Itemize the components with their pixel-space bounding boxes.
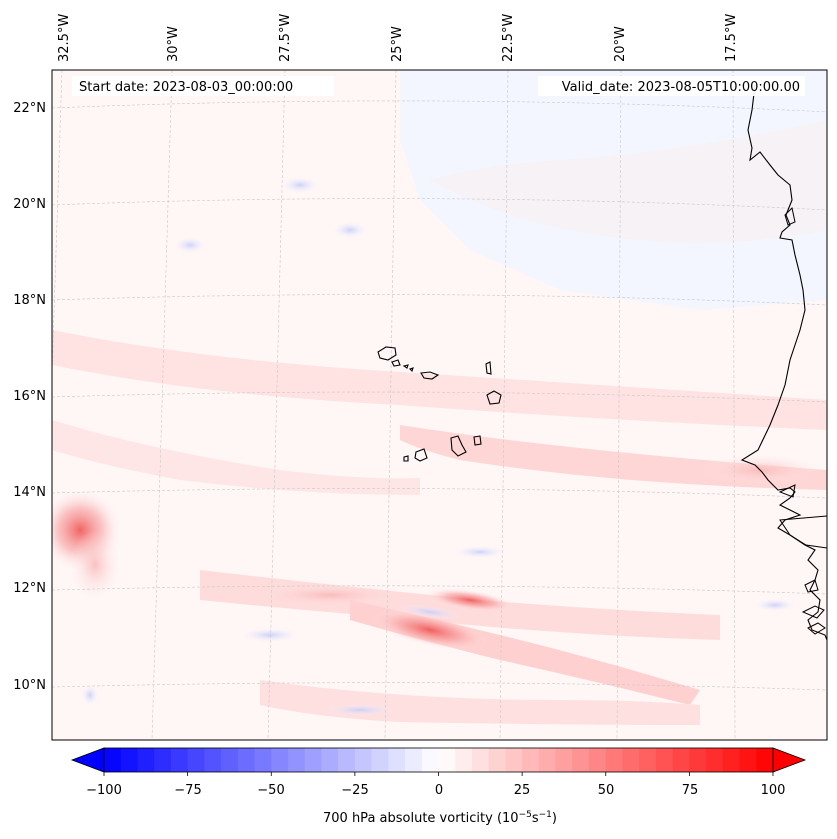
colorbar-segment xyxy=(237,748,255,772)
colorbar-segment xyxy=(187,748,205,772)
lat-label-20n: 20°N xyxy=(13,197,46,212)
colorbar-segment xyxy=(522,748,540,772)
colorbar-segment xyxy=(622,748,640,772)
colorbar-title: 700 hPa absolute vorticity (10−5s−1) xyxy=(323,810,557,826)
cape-verde-islands xyxy=(377,346,502,462)
lat-label-10n: 10°N xyxy=(13,678,46,693)
colorbar-segment xyxy=(655,748,674,772)
colorbar-min-extend xyxy=(70,747,105,773)
lat-label-16n: 16°N xyxy=(13,389,46,404)
colorbar-segment xyxy=(739,748,757,772)
colorbar-segment xyxy=(488,748,506,772)
colorbar-ticks xyxy=(103,772,774,776)
colorbar-segment xyxy=(221,748,239,772)
colorbar-segment xyxy=(589,748,607,772)
colorbar-segment xyxy=(287,748,306,772)
colorbar-segment xyxy=(572,748,590,772)
lon-label-32-5w: 32.5°W xyxy=(57,14,72,62)
lon-label-17-5w: 17.5°W xyxy=(724,14,739,62)
graticule xyxy=(52,70,827,740)
cb-tick-label-75: 75 xyxy=(682,783,699,798)
map-panel: Start date: 2023-08-03_00:00:00 Valid_da… xyxy=(51,69,828,741)
colorbar-segment xyxy=(338,748,356,772)
cb-tick-label-neg100: −100 xyxy=(86,783,122,798)
vorticity-field xyxy=(52,70,827,740)
colorbar-segment xyxy=(505,748,523,772)
colorbar-segment xyxy=(471,748,490,772)
colorbar-segment xyxy=(204,748,222,772)
colorbar-segment xyxy=(321,748,339,772)
colorbar-segment xyxy=(555,748,573,772)
longitude-labels: 32.5°W 30°W 27.5°W 25°W 22.5°W 20°W 17.5… xyxy=(57,14,739,62)
colorbar-segment xyxy=(170,748,189,772)
colorbar-segment xyxy=(455,748,473,772)
cb-tick-label-neg50: −50 xyxy=(257,783,284,798)
lon-label-22-5w: 22.5°W xyxy=(501,14,516,62)
colorbar-segment xyxy=(438,748,456,772)
colorbar-segment xyxy=(722,748,740,772)
colorbar-segment xyxy=(271,748,289,772)
lat-label-22n: 22°N xyxy=(13,101,46,116)
lat-label-12n: 12°N xyxy=(13,581,46,596)
cb-tick-label-25: 25 xyxy=(514,783,531,798)
cb-tick-label-neg75: −75 xyxy=(174,783,201,798)
colorbar-segment xyxy=(672,748,690,772)
lon-label-27-5w: 27.5°W xyxy=(278,14,293,62)
cb-tick-label-0: 0 xyxy=(435,783,443,798)
colorbar-segment xyxy=(104,748,122,772)
africa-coastline xyxy=(740,84,827,641)
colorbar-segment xyxy=(388,748,406,772)
valid-date-label: Valid_date: 2023-08-05T10:00:00.00 xyxy=(562,80,800,95)
colorbar: −100 −75 −50 −25 0 25 50 75 100 700 hPa … xyxy=(70,747,807,826)
lat-label-14n: 14°N xyxy=(13,485,46,500)
colorbar-segments xyxy=(104,748,774,772)
colorbar-segment xyxy=(154,748,172,772)
colorbar-segment xyxy=(538,748,556,772)
colorbar-max-extend xyxy=(772,747,807,773)
colorbar-segment xyxy=(756,748,774,772)
colorbar-segment xyxy=(371,748,389,772)
colorbar-segment xyxy=(354,748,373,772)
cb-tick-label-neg25: −25 xyxy=(341,783,368,798)
colorbar-segment xyxy=(304,748,322,772)
colorbar-segment xyxy=(120,748,138,772)
lat-label-18n: 18°N xyxy=(13,293,46,308)
cb-tick-label-100: 100 xyxy=(761,783,786,798)
colorbar-segment xyxy=(405,748,423,772)
lon-label-30w: 30°W xyxy=(166,26,181,62)
colorbar-segment xyxy=(421,748,439,772)
colorbar-segment xyxy=(254,748,272,772)
colorbar-segment xyxy=(639,748,657,772)
colorbar-segment xyxy=(605,748,623,772)
lon-label-20w: 20°W xyxy=(613,26,628,62)
cb-tick-label-50: 50 xyxy=(598,783,615,798)
colorbar-segment xyxy=(706,748,724,772)
start-date-label: Start date: 2023-08-03_00:00:00 xyxy=(79,80,293,95)
latitude-labels: 22°N 20°N 18°N 16°N 14°N 12°N 10°N xyxy=(13,101,46,693)
lon-label-25w: 25°W xyxy=(390,26,405,62)
colorbar-segment xyxy=(137,748,155,772)
colorbar-tick-labels: −100 −75 −50 −25 0 25 50 75 100 xyxy=(86,783,785,798)
colorbar-segment xyxy=(689,748,707,772)
